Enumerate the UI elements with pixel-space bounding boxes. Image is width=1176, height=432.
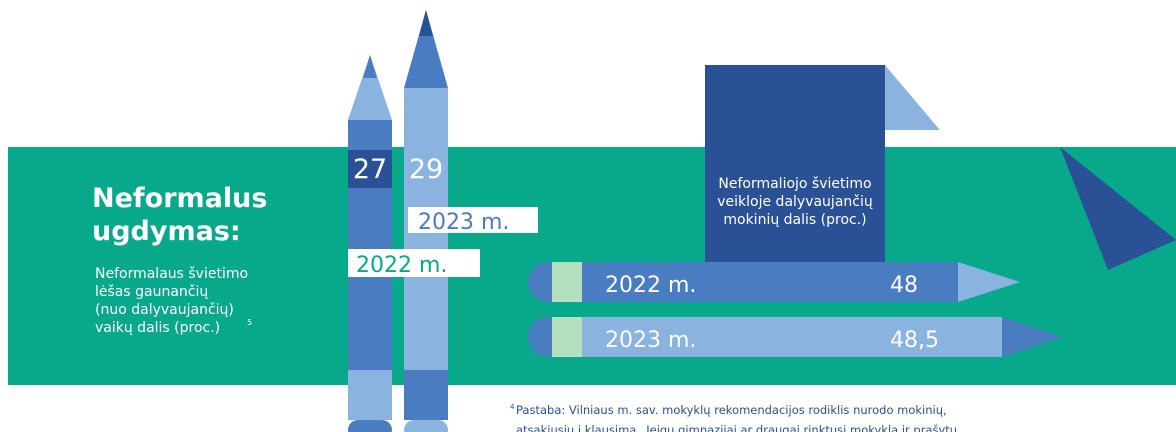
- description: vaikų dalis (proc.): [95, 320, 220, 336]
- year-label: 2023 m.: [418, 210, 509, 235]
- value-label: 29: [409, 154, 443, 185]
- panel-corner: [885, 65, 940, 130]
- panel-text: mokinių dalis (proc.): [723, 212, 866, 228]
- year-label: 2023 m.: [605, 328, 696, 353]
- year-box: [408, 207, 538, 233]
- description: Neformalaus švietimo: [95, 266, 248, 282]
- horizontal-pencil: [528, 262, 1020, 302]
- year-label: 2022 m.: [605, 273, 696, 298]
- heading: Neformalus: [92, 183, 267, 214]
- panel-text: Neformaliojo švietimo: [718, 176, 871, 192]
- note-ref: 5: [247, 318, 252, 327]
- horizontal-pencil: [528, 317, 1062, 357]
- vertical-pencil: [348, 55, 392, 432]
- footnote: Pastaba: Vilniaus m. sav. mokyklų rekome…: [516, 403, 947, 417]
- heading: ugdymas:: [92, 216, 241, 247]
- year-label: 2022 m.: [356, 253, 447, 278]
- value-label: 48,5: [890, 328, 939, 353]
- panel-text: veikloje dalyvaujančių: [717, 194, 873, 210]
- footnote: atsakiusių į klausimą „Jeigu gimnazijai …: [516, 423, 958, 432]
- year-box: [348, 249, 480, 277]
- description: lėšas gaunančių: [95, 284, 208, 300]
- panel: [705, 65, 885, 295]
- description: (nuo dalyvaujančių): [95, 302, 234, 318]
- flag: [1060, 147, 1176, 270]
- value-label: 48: [890, 273, 918, 298]
- footnote-marker: 4: [510, 403, 515, 411]
- value-label: 27: [353, 154, 387, 185]
